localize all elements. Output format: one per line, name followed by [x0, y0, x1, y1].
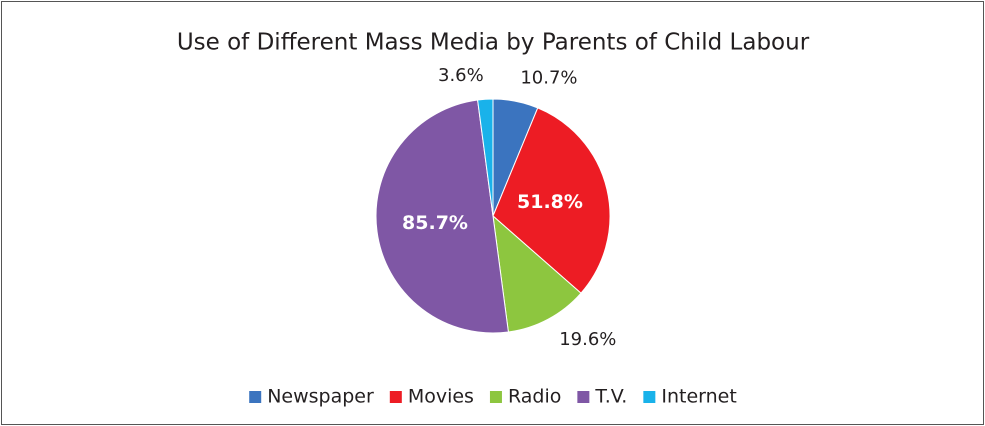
pie-slice — [492, 107, 611, 294]
chart-title: Use of Different Mass Media by Parents o… — [177, 30, 810, 56]
pie-slice — [477, 98, 494, 217]
legend-swatch — [577, 391, 590, 403]
legend-label: T.V. — [594, 386, 627, 408]
data-label: 19.6% — [559, 329, 616, 350]
legend-swatch — [249, 391, 262, 403]
pie-slice — [375, 99, 509, 334]
data-label: 10.7% — [520, 67, 577, 88]
pie-slice — [492, 214, 582, 333]
data-label: 51.8% — [517, 191, 583, 213]
legend-swatch — [489, 391, 502, 403]
legend-label: Internet — [661, 386, 736, 408]
legend-label: Newspaper — [267, 386, 374, 408]
data-label: 3.6% — [438, 65, 484, 86]
legend-swatch — [389, 391, 402, 403]
legend-swatch — [643, 391, 656, 403]
data-label: 85.7% — [402, 212, 468, 234]
legend-label: Radio — [508, 386, 561, 408]
legend-label: Movies — [408, 386, 474, 408]
